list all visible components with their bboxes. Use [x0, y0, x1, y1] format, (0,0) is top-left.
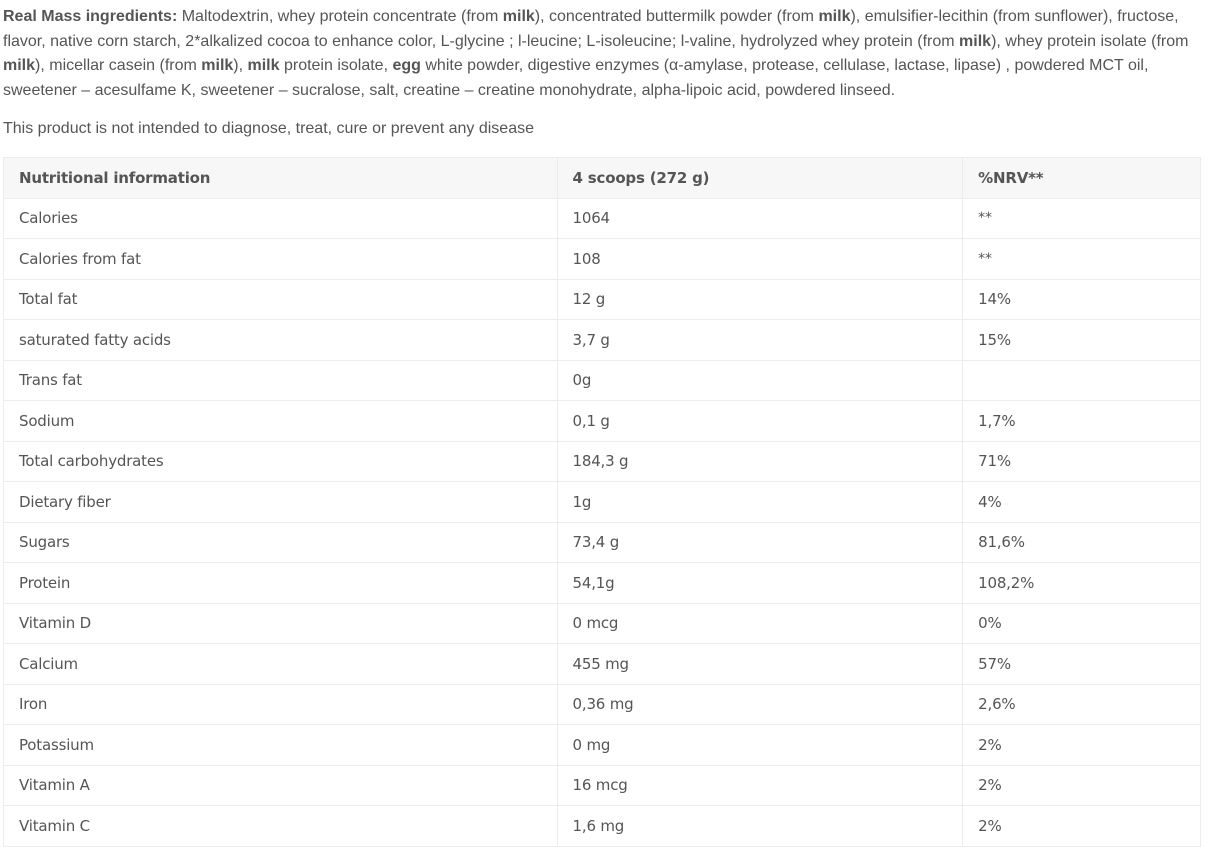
table-row: Calcium 455 mg 57%	[3, 643, 1201, 685]
ingredients-text: Real Mass ingredients: Maltodextrin, whe…	[3, 5, 1203, 104]
cell-nrv: 71%	[962, 440, 1201, 482]
ingredient-segment: white powder, digestive enzymes (α-amyla…	[3, 57, 1149, 100]
cell-nrv: 2,6%	[962, 683, 1201, 725]
ingredient-bold-segment: Real Mass ingredients:	[3, 8, 178, 25]
ingredient-segment: ), whey protein isolate (from	[991, 32, 1189, 50]
cell-nrv: 2%	[962, 805, 1201, 847]
cell-amount: 0 mg	[556, 724, 964, 766]
cell-nrv: 2%	[962, 764, 1201, 806]
cell-nutrient: Iron	[3, 683, 558, 725]
ingredient-bold-segment: milk	[818, 8, 851, 25]
table-row: Dietary fiber 1g 4%	[3, 481, 1201, 523]
cell-nutrient: Calories	[3, 197, 558, 239]
table-row: Vitamin A 16 mcg 2%	[3, 764, 1201, 806]
table-row: Calories from fat 108 **	[3, 238, 1201, 280]
cell-nutrient: Protein	[3, 562, 558, 604]
cell-nutrient: Calories from fat	[3, 238, 558, 280]
cell-amount: 0g	[556, 359, 964, 401]
cell-nutrient: Vitamin D	[3, 602, 558, 644]
ingredient-bold-segment: milk	[3, 57, 36, 75]
cell-amount: 54,1g	[556, 562, 964, 604]
cell-nutrient: Total fat	[3, 278, 558, 320]
cell-amount: 184,3 g	[556, 440, 964, 482]
cell-nrv: **	[962, 238, 1201, 280]
ingredient-bold-segment: milk	[247, 57, 280, 75]
cell-amount: 16 mcg	[556, 764, 964, 806]
cell-nrv: 14%	[962, 278, 1201, 320]
table-row: Sodium 0,1 g 1,7%	[3, 400, 1201, 442]
table-row: Sugars 73,4 g 81,6%	[3, 521, 1201, 563]
table-row: saturated fatty acids 3,7 g 15%	[3, 319, 1201, 361]
ingredient-segment: ), emulsifier-lecithin (from sunflower),…	[3, 8, 1179, 50]
ingredient-bold-segment: milk	[959, 32, 992, 50]
cell-nutrient: Trans fat	[3, 359, 558, 401]
ingredient-segment: Maltodextrin, whey protein concentrate (…	[177, 8, 503, 25]
cell-nrv: 0%	[962, 602, 1201, 644]
cell-nutrient: Sugars	[3, 521, 558, 563]
cell-nrv: 2%	[962, 724, 1201, 766]
cell-amount: 0 mcg	[556, 602, 964, 644]
table-row: Protein 54,1g 108,2%	[3, 562, 1201, 604]
ingredient-segment: ),	[233, 57, 248, 75]
cell-nutrient: Dietary fiber	[3, 481, 558, 523]
table-row: Vitamin C 1,6 mg 2%	[3, 805, 1201, 847]
cell-nrv: 108,2%	[962, 562, 1201, 604]
cell-amount: 0,36 mg	[556, 683, 964, 725]
cell-amount: 0,1 g	[556, 400, 964, 442]
ingredient-bold-segment: milk	[502, 8, 535, 25]
header-serving: 4 scoops (272 g)	[556, 157, 964, 199]
ingredient-segment: ), micellar casein (from	[35, 57, 202, 75]
cell-nrv: 57%	[962, 643, 1201, 685]
disclaimer-text: This product is not intended to diagnose…	[3, 120, 534, 137]
table-row: Potassium 0 mg 2%	[3, 724, 1201, 766]
cell-amount: 1,6 mg	[556, 805, 964, 847]
table-row: Total carbohydrates 184,3 g 71%	[3, 440, 1201, 482]
table-row: Calories 1064 **	[3, 197, 1201, 239]
table-header-row: Nutritional information 4 scoops (272 g)…	[3, 157, 1201, 199]
table-row: Trans fat 0g	[3, 359, 1201, 401]
cell-nutrient: Vitamin C	[3, 805, 558, 847]
cell-amount: 1g	[556, 481, 964, 523]
ingredient-segment: ), concentrated buttermilk powder (from	[534, 8, 819, 25]
nutrition-table: Nutritional information 4 scoops (272 g)…	[3, 157, 1201, 847]
cell-amount: 455 mg	[556, 643, 964, 685]
cell-amount: 73,4 g	[556, 521, 964, 563]
cell-amount: 1064	[556, 197, 964, 239]
cell-nrv: **	[962, 197, 1201, 239]
header-nrv: %NRV**	[962, 157, 1201, 199]
cell-amount: 3,7 g	[556, 319, 964, 361]
cell-amount: 12 g	[556, 278, 964, 320]
cell-nutrient: Calcium	[3, 643, 558, 685]
cell-nrv: 1,7%	[962, 400, 1201, 442]
cell-nrv: 4%	[962, 481, 1201, 523]
ingredient-segment: protein isolate,	[279, 57, 393, 75]
ingredient-bold-segment: egg	[392, 57, 421, 75]
cell-nutrient: Potassium	[3, 724, 558, 766]
cell-nutrient: Sodium	[3, 400, 558, 442]
cell-nrv	[962, 359, 1201, 401]
cell-nutrient: saturated fatty acids	[3, 319, 558, 361]
cell-nutrient: Total carbohydrates	[3, 440, 558, 482]
header-nutrient: Nutritional information	[3, 157, 558, 199]
cell-amount: 108	[556, 238, 964, 280]
cell-nrv: 15%	[962, 319, 1201, 361]
table-row: Total fat 12 g 14%	[3, 278, 1201, 320]
ingredient-bold-segment: milk	[201, 57, 234, 75]
cell-nutrient: Vitamin A	[3, 764, 558, 806]
cell-nrv: 81,6%	[962, 521, 1201, 563]
table-row: Iron 0,36 mg 2,6%	[3, 683, 1201, 725]
